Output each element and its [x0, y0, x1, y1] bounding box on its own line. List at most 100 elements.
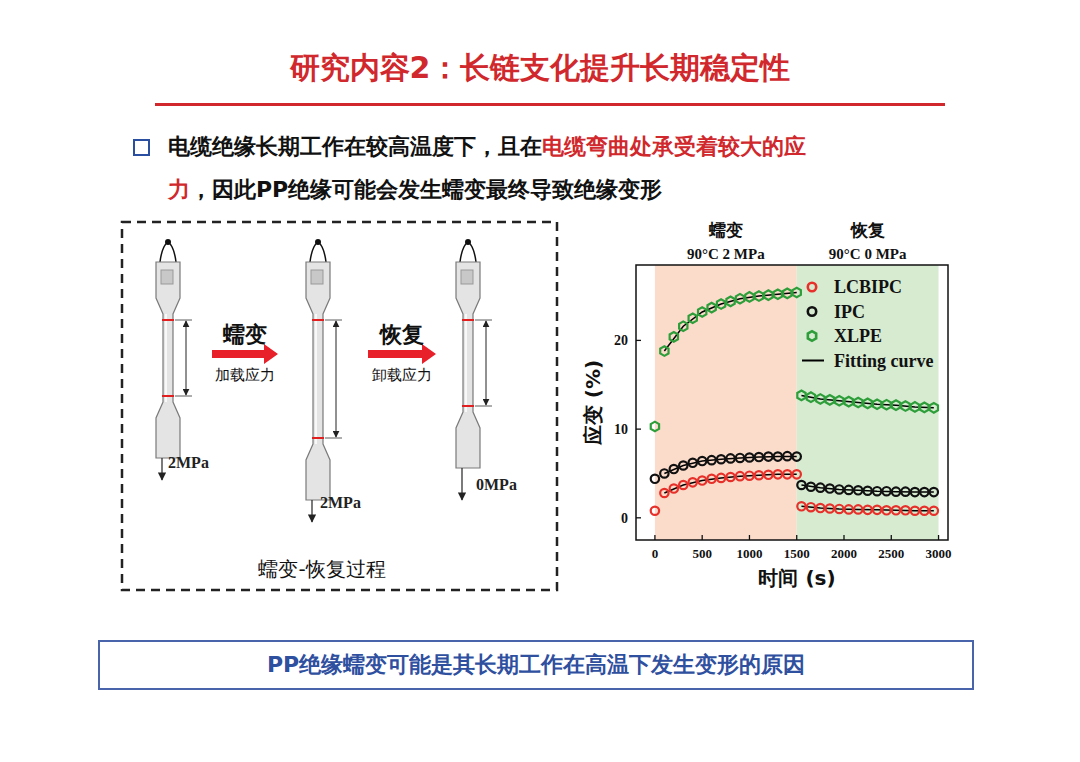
data-point	[736, 454, 744, 462]
data-point	[911, 402, 919, 412]
data-point	[854, 398, 862, 408]
data-point	[911, 488, 919, 496]
data-point	[783, 470, 791, 478]
specimen-body	[306, 262, 330, 500]
force-arrow	[461, 468, 462, 500]
legend-symbol	[808, 307, 816, 315]
x-tick-label: 1000	[736, 546, 762, 561]
data-point	[726, 297, 734, 307]
force-arrow	[161, 458, 162, 480]
stage: 2MPa2MPa0MPa蠕变加载应力恢复卸载应力蠕变-恢复过程蠕变90°C 2 …	[0, 0, 1080, 762]
data-point	[793, 288, 801, 298]
data-point	[797, 391, 805, 401]
data-point	[826, 504, 834, 512]
data-point	[689, 478, 697, 486]
data-point	[901, 401, 909, 411]
data-point	[783, 452, 791, 460]
bullet-square	[133, 139, 150, 156]
data-point	[707, 456, 715, 464]
data-point	[892, 400, 900, 410]
gauge-mark	[462, 405, 474, 407]
data-point	[726, 454, 734, 462]
y-tick-label: 0	[621, 511, 628, 526]
gauge-mark	[312, 437, 324, 439]
data-point	[670, 484, 678, 492]
data-point	[835, 396, 843, 406]
data-point	[726, 473, 734, 481]
x-tick-label: 0	[652, 546, 659, 561]
data-point	[845, 397, 853, 407]
chart: 蠕变90°C 2 MPa恢复90°C 0 MPa0500100015002000…	[581, 220, 952, 590]
gauge-length	[336, 321, 337, 437]
data-point	[689, 313, 697, 323]
data-point	[807, 392, 815, 402]
region-label: 恢复	[850, 220, 885, 240]
stress-label: 0MPa	[476, 476, 517, 493]
gauge-shine	[465, 314, 467, 412]
data-point	[930, 507, 938, 515]
data-point	[651, 507, 659, 515]
step-sublabel: 加载应力	[215, 366, 275, 384]
arrow-shape	[368, 344, 436, 364]
y-tick-label: 20	[614, 333, 628, 348]
bullet-line: 力，因此PP绝缘可能会发生蠕变最终导致绝缘变形	[168, 174, 662, 206]
step-label: 蠕变	[222, 322, 267, 347]
data-point	[670, 465, 678, 473]
region-condition: 90°C 2 MPa	[687, 246, 765, 262]
bracket-tick	[475, 320, 492, 321]
data-point	[816, 394, 824, 404]
data-point	[774, 452, 782, 460]
data-point	[911, 507, 919, 515]
data-point	[816, 504, 824, 512]
data-point	[755, 471, 763, 479]
data-point	[854, 505, 862, 513]
x-tick-label: 2000	[831, 546, 857, 561]
step-arrow: 恢复卸载应力	[368, 322, 436, 384]
force-arrow	[311, 500, 312, 522]
data-point	[679, 461, 687, 469]
gauge-mark	[312, 319, 324, 321]
region-band	[797, 265, 939, 540]
legend-symbol	[808, 331, 816, 341]
data-point	[920, 403, 928, 413]
data-point	[863, 506, 871, 514]
legend: LCBIPCIPCXLPEFitting curve	[802, 277, 933, 371]
specimen: 2MPa	[306, 239, 361, 522]
bracket-tick	[175, 320, 192, 321]
gauge-mark	[162, 319, 174, 321]
data-point	[660, 469, 668, 477]
plot-data	[651, 288, 938, 515]
legend-label: XLPE	[834, 326, 882, 346]
data-point	[920, 507, 928, 515]
grip-pad	[461, 270, 473, 284]
gauge-mark	[162, 395, 174, 397]
legend-label: Fitting curve	[834, 351, 933, 371]
dashed-frame	[122, 222, 557, 590]
data-point	[826, 395, 834, 405]
data-point	[901, 506, 909, 514]
data-point	[901, 487, 909, 495]
data-point	[764, 452, 772, 460]
legend-symbol	[808, 283, 816, 291]
data-point	[793, 470, 801, 478]
hook-wire	[160, 242, 176, 262]
data-point	[651, 422, 659, 432]
data-point	[764, 290, 772, 300]
data-point	[717, 455, 725, 463]
data-point	[755, 291, 763, 301]
bracket-tick	[325, 320, 342, 321]
legend-label: LCBIPC	[834, 277, 902, 297]
data-point	[826, 484, 834, 492]
data-point	[755, 453, 763, 461]
data-point	[660, 489, 668, 497]
y-axis-label: 应变 (%)	[581, 360, 605, 446]
slide-title: 研究内容2：长链支化提升长期稳定性	[0, 48, 1080, 88]
data-point	[651, 475, 659, 483]
gauge-shine	[165, 314, 167, 402]
bullet-line: 电缆绝缘长期工作在较高温度下，且在电缆弯曲处承受着较大的应	[168, 131, 806, 163]
data-point	[793, 452, 801, 460]
region-condition: 90°C 0 MPa	[829, 246, 907, 262]
x-tick-label: 3000	[926, 546, 952, 561]
data-point	[797, 481, 805, 489]
y-tick-label: 10	[614, 422, 628, 437]
